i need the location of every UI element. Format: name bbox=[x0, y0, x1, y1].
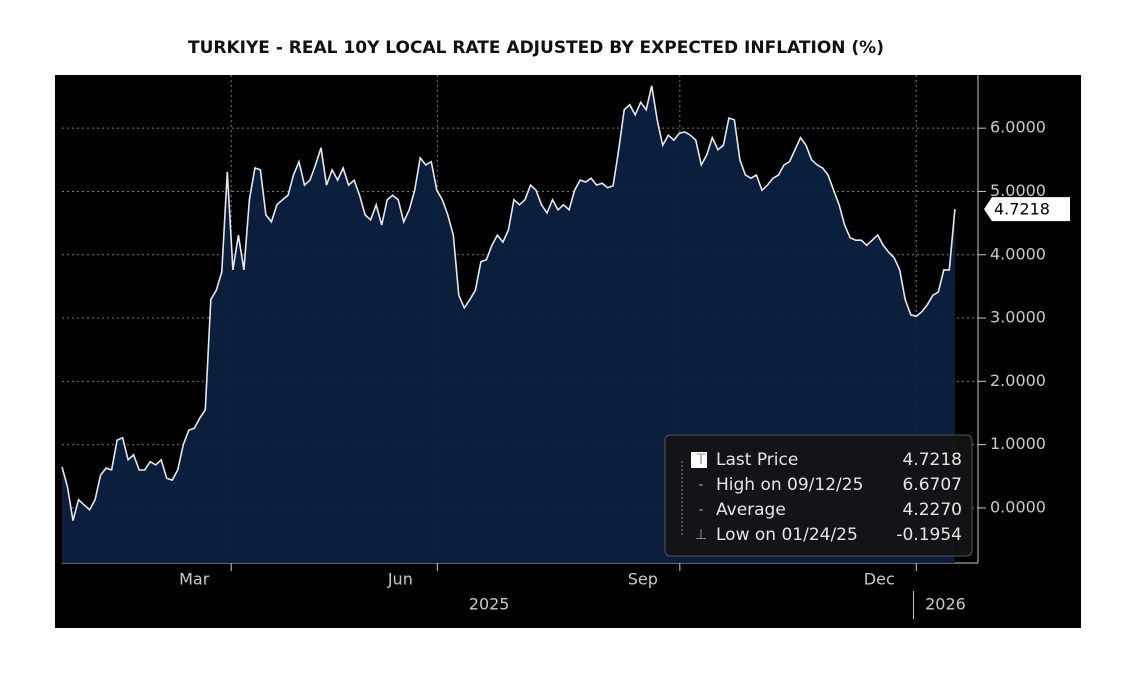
last-price-label: 4.7218 bbox=[994, 200, 1050, 219]
x-tick-label: Sep bbox=[628, 570, 658, 589]
legend-icon: ⊥ bbox=[695, 527, 707, 543]
legend-label: Average bbox=[716, 500, 786, 520]
legend-label: High on 09/12/25 bbox=[716, 475, 863, 495]
x-tick-label: Mar bbox=[179, 570, 210, 589]
legend-label: Last Price bbox=[716, 450, 798, 470]
year-label: 2026 bbox=[925, 595, 966, 614]
x-tick-label: Dec bbox=[864, 570, 895, 589]
legend-swatch bbox=[691, 452, 707, 468]
year-label: 2025 bbox=[469, 595, 510, 614]
legend-value: 4.2270 bbox=[903, 500, 962, 520]
line bbox=[61, 85, 956, 521]
legend-value: 6.6707 bbox=[903, 475, 962, 495]
y-tick-label: 5.0000 bbox=[990, 181, 1046, 200]
last-price-tag bbox=[984, 197, 1070, 222]
y-tick-label: 1.0000 bbox=[990, 434, 1046, 453]
legend-icon: - bbox=[698, 502, 703, 518]
legend-value: -0.1954 bbox=[896, 525, 962, 545]
legend-icon: - bbox=[698, 477, 703, 493]
y-tick-label: 2.0000 bbox=[990, 371, 1046, 390]
legend-value: 4.7218 bbox=[903, 450, 962, 470]
y-tick-label: 6.0000 bbox=[990, 118, 1046, 137]
y-tick-label: 3.0000 bbox=[990, 308, 1046, 327]
y-tick-label: 0.0000 bbox=[990, 497, 1046, 516]
chart-title: TURKIYE - REAL 10Y LOCAL RATE ADJUSTED B… bbox=[188, 38, 884, 58]
legend-box bbox=[664, 434, 973, 557]
legend-icon: T bbox=[696, 452, 706, 468]
x-tick-label: Jun bbox=[387, 570, 413, 589]
y-tick-label: 4.0000 bbox=[990, 244, 1046, 263]
legend-label: Low on 01/24/25 bbox=[716, 525, 858, 545]
